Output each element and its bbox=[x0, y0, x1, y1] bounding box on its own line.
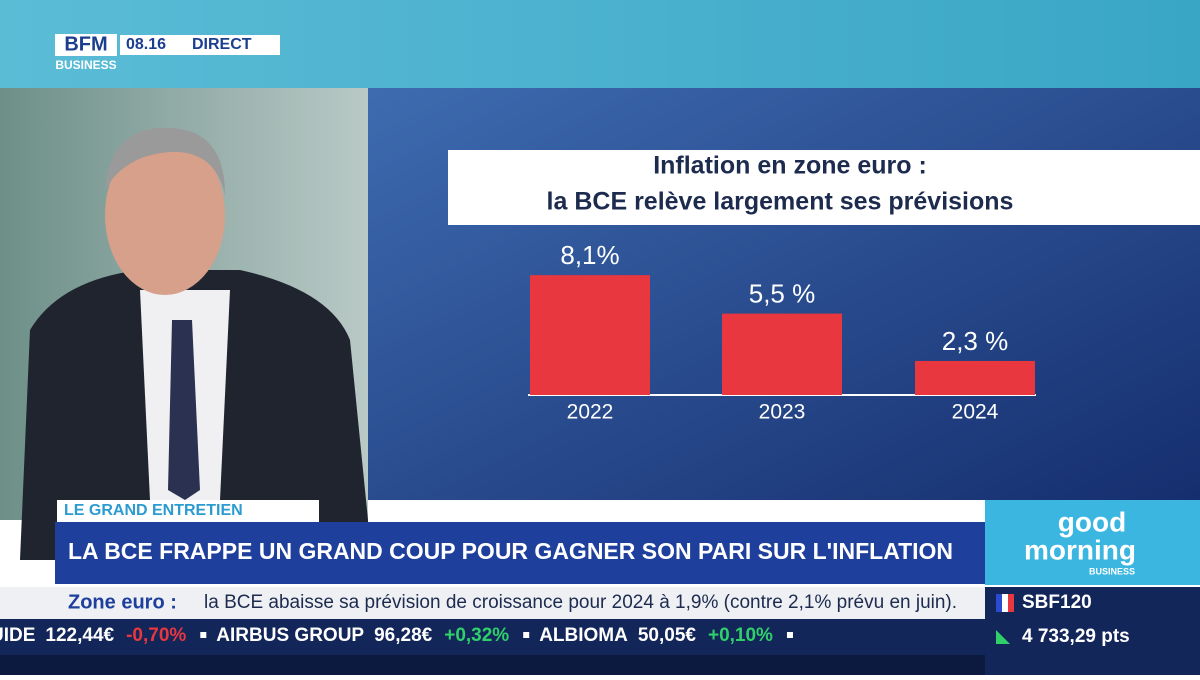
category-label: 2023 bbox=[759, 401, 806, 424]
stock-price: 50,05€ bbox=[638, 625, 697, 646]
bar bbox=[722, 313, 842, 395]
separator bbox=[786, 632, 793, 638]
bar bbox=[915, 360, 1035, 395]
bottom-strip bbox=[0, 655, 985, 675]
live-label: DIRECT bbox=[192, 36, 252, 53]
stock-ticker-bar bbox=[0, 619, 985, 655]
value-label: 8,1% bbox=[560, 240, 619, 270]
separator bbox=[523, 632, 530, 638]
time-box bbox=[120, 35, 280, 55]
stock-name: UIDE bbox=[0, 625, 35, 646]
chart-title: Inflation en zone euro : bbox=[653, 152, 927, 180]
guest-hair bbox=[105, 127, 225, 195]
flag-blue bbox=[996, 594, 1002, 612]
tag: LE GRAND ENTRETIEN bbox=[64, 502, 243, 519]
news-ticker-bar bbox=[0, 587, 985, 619]
flag-red bbox=[1008, 594, 1014, 612]
news-topic: Zone euro : bbox=[68, 591, 177, 613]
chart-subtitle: la BCE relève largement ses prévisions bbox=[547, 188, 1014, 216]
category-label: 2024 bbox=[952, 401, 999, 424]
value-label: 5,5 % bbox=[749, 278, 816, 308]
index-value: 4 733,29 pts bbox=[1022, 626, 1130, 647]
show-logo-line2: morning bbox=[1024, 534, 1136, 565]
stock-name: AIRBUS GROUP bbox=[216, 625, 364, 646]
guest-tie bbox=[168, 320, 200, 500]
tag-box bbox=[57, 500, 319, 522]
stock-price: 122,44€ bbox=[45, 625, 114, 646]
show-logo-box bbox=[985, 500, 1200, 585]
separator bbox=[200, 632, 207, 638]
logo-sub: BUSINESS bbox=[55, 58, 116, 72]
index-arrow bbox=[996, 630, 1010, 644]
stock-price: 96,28€ bbox=[374, 625, 433, 646]
bar bbox=[530, 275, 650, 395]
show-logo-line3: BUSINESS bbox=[1089, 566, 1135, 576]
flag-white bbox=[1002, 594, 1008, 612]
guest-face bbox=[105, 135, 225, 295]
logo: BFM bbox=[64, 33, 107, 55]
stock-change: -0,70% bbox=[126, 625, 186, 646]
stock-name: ALBIOMA bbox=[539, 625, 628, 646]
headline: LA BCE FRAPPE UN GRAND COUP POUR GAGNER … bbox=[68, 538, 953, 564]
chart-title-box bbox=[448, 150, 1200, 225]
headline-bar bbox=[55, 522, 985, 584]
stock-change: +0,32% bbox=[444, 625, 509, 646]
logo-box bbox=[55, 34, 117, 56]
value-label: 2,3 % bbox=[942, 326, 1009, 356]
category-label: 2022 bbox=[567, 401, 614, 424]
show-logo-line1: good bbox=[1058, 506, 1126, 537]
news-text: la BCE abaisse sa prévision de croissanc… bbox=[204, 592, 957, 613]
index-box bbox=[985, 587, 1200, 675]
stock-change: +0,10% bbox=[708, 625, 773, 646]
index-name: SBF120 bbox=[1022, 592, 1092, 613]
time: 08.16 bbox=[126, 36, 166, 53]
